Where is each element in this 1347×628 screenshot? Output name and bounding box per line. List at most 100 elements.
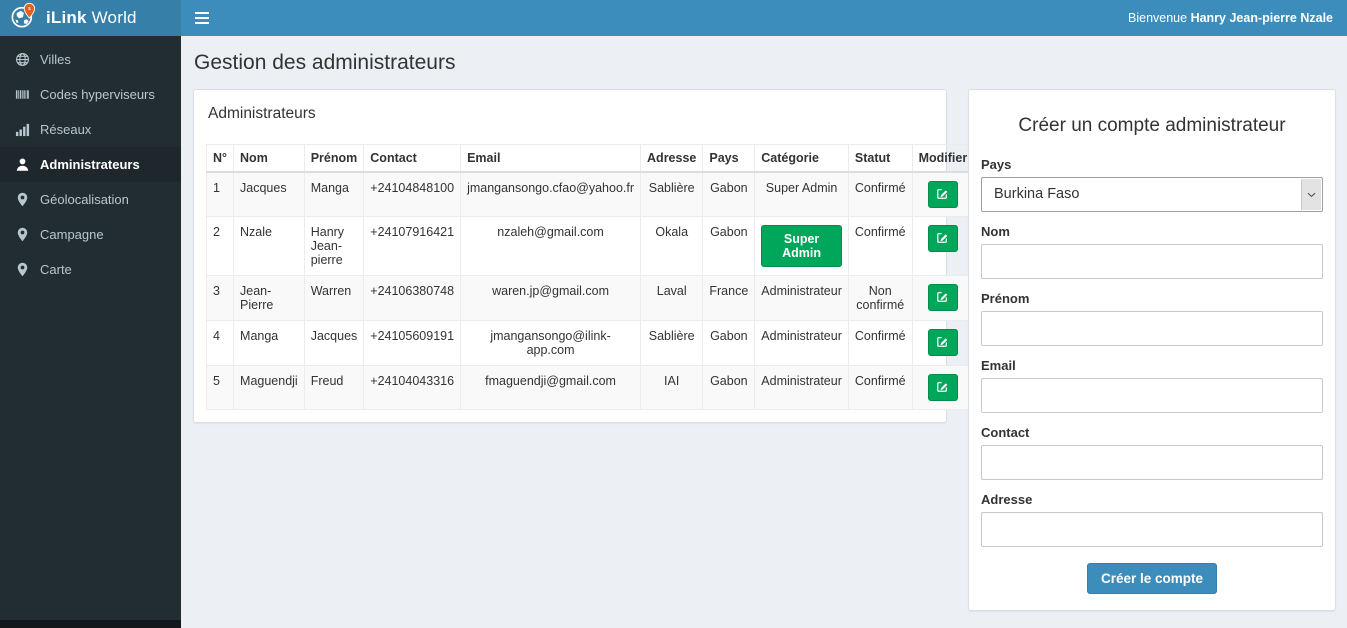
sidebar-item-administrateurs[interactable]: Administrateurs [0,147,181,182]
cell-modifier [911,275,975,321]
form-group-adresse: Adresse [981,492,1323,547]
adresse-label: Adresse [981,492,1033,507]
edit-button[interactable] [927,181,958,208]
user-icon [15,157,30,172]
sidebar-toggle-button[interactable] [195,6,225,30]
form-group-email: Email [981,358,1323,413]
cell-email: nzaleh@gmail.com [460,216,642,276]
email-input[interactable] [981,378,1323,413]
sidebar-item-label: Réseaux [40,122,92,137]
table-row: 5 Maguendji Freud +24104043316 fmaguendji@gm… [205,365,1050,410]
cell-email: jmangansongo@ilink-app.com [460,320,642,366]
edit-icon [936,290,949,306]
cell-prenom: Jacques [303,320,365,366]
map-marker-icon [15,262,30,277]
sidebar-item-label: Administrateurs [40,157,140,172]
nom-input[interactable] [981,244,1323,279]
edit-icon [936,380,949,396]
cell-categorie: Administrateur [754,320,849,366]
form-group-prenom: Prénom [981,291,1323,346]
brand[interactable]: $ iLink World [0,0,181,36]
brand-title: iLink World [46,8,137,27]
cell-categorie: Super Admin [754,171,849,217]
edit-icon [936,335,949,351]
sidebar-item-geolocalisation[interactable]: Géolocalisation [0,182,181,217]
sidebar: Villes Codes hyperviseurs Réseaux Administr… [0,36,181,620]
edit-button[interactable] [927,284,958,311]
sidebar-item-carte[interactable]: Carte [0,252,181,287]
nom-label: Nom [981,224,1010,239]
cell-contact: +24104043316 [363,365,462,410]
cell-modifier [911,320,975,366]
table-row: 3 Jean-Pierre Warren +24106380748 waren.jp@g… [205,275,1050,321]
cell-prenom: Freud [303,365,365,410]
sidebar-item-label: Géolocalisation [40,192,129,207]
cell-contact: +24105609191 [363,320,462,366]
sidebar-item-label: Carte [40,262,72,277]
administrators-table: N° Nom Prénom Contact Email Adresse Pays Catégo… [205,144,1050,410]
cell-statut: Confirmé [847,216,913,276]
cell-num: 1 [205,171,235,217]
cell-email: fmaguendji@gmail.com [460,365,642,410]
cell-statut: Confirmé [847,171,913,217]
cell-email: waren.jp@gmail.com [460,275,642,321]
cell-contact: +24107916421 [363,216,462,276]
sidebar-item-campagne[interactable]: Campagne [0,217,181,252]
edit-button[interactable] [927,225,958,252]
cell-adresse: Laval [640,275,704,321]
barcode-icon [15,87,30,102]
administrators-panel-title: Administrateurs [208,105,316,122]
create-account-button[interactable]: Créer le compte [1086,563,1218,594]
cell-prenom: Manga [303,171,365,217]
table-row: 4 Manga Jacques +24105609191 jmangansongo@il… [205,320,1050,366]
welcome-text: Bienvenue Hanry Jean-pierre Nzale [1128,11,1333,25]
chevron-down-icon [1301,179,1321,210]
cell-categorie: Administrateur [754,275,849,321]
sidebar-item-villes[interactable]: Villes [0,42,181,77]
cell-nom: Maguendji [233,365,305,410]
create-form-title: Créer un compte administrateur [1018,115,1286,136]
sidebar-item-reseaux[interactable]: Réseaux [0,112,181,147]
top-navbar: $ iLink World Bienvenue Hanry Jean-pierr… [0,0,1347,36]
table-row: 2 Nzale Hanry Jean-pierre +24107916421 nzale… [205,216,1050,276]
prenom-input[interactable] [981,311,1323,346]
column-header-modifier: Modifier [911,144,975,173]
adresse-input[interactable] [981,512,1323,547]
table-header-row: N° Nom Prénom Contact Email Adresse Pays Catégo… [205,144,1050,173]
map-marker-icon [15,227,30,242]
pays-select[interactable]: Burkina Faso [981,177,1323,212]
administrators-panel: Administrateurs N° Nom Prénom Contact Email A… [193,89,1050,423]
globe-icon [15,52,30,67]
cell-pays: France [702,275,756,321]
pays-label: Pays [981,157,1012,172]
sidebar-item-label: Campagne [40,227,104,242]
edit-icon [936,187,949,203]
email-label: Email [981,358,1016,373]
cell-statut: Confirmé [847,365,913,410]
cell-email: jmangansongo.cfao@yahoo.fr [460,171,642,217]
cell-adresse: Sablière [640,320,704,366]
cell-modifier [911,216,975,276]
cell-pays: Gabon [702,365,756,410]
edit-button[interactable] [927,374,958,401]
column-header-statut: Statut [847,144,913,173]
contact-label: Contact [981,425,1030,440]
cell-prenom: Warren [303,275,365,321]
sidebar-item-codes-hyperviseurs[interactable]: Codes hyperviseurs [0,77,181,112]
column-header-pays: Pays [702,144,756,173]
create-admin-panel: Créer un compte administrateur Pays Burki… [968,89,1336,611]
column-header-prenom: Prénom [303,144,365,173]
cell-adresse: IAI [640,365,704,410]
column-header-email: Email [460,144,642,173]
contact-input[interactable] [981,445,1323,480]
cell-adresse: Sablière [640,171,704,217]
super-admin-badge[interactable]: Super Admin [761,225,842,267]
signal-icon [15,122,30,137]
cell-num: 2 [205,216,235,276]
cell-categorie: Administrateur [754,365,849,410]
column-header-contact: Contact [363,144,462,173]
sidebar-item-label: Villes [40,52,71,67]
edit-button[interactable] [927,329,958,356]
cell-adresse: Okala [640,216,704,276]
